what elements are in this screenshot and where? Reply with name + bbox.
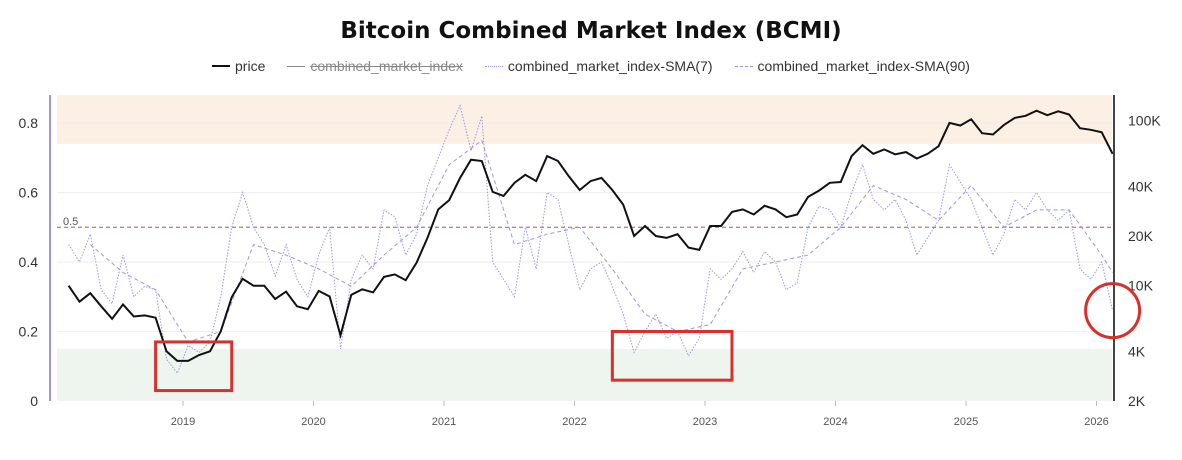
legend-label: combined_market_index-SMA(7) [507, 58, 713, 74]
y-right-tick-label: 10K [1128, 278, 1154, 294]
legend-item-combined-market-index[interactable]: combined_market_index [287, 58, 463, 74]
y-right-tick-label: 100K [1128, 113, 1161, 129]
x-tick-label: 2020 [301, 416, 325, 428]
series-line-price [67, 109, 1114, 362]
x-tick-label: 2019 [171, 416, 195, 428]
zone-band-1 [57, 348, 1112, 401]
annotation-rectangle [610, 330, 734, 382]
y-left-tick-label: 0.6 [19, 185, 39, 201]
legend-item-price[interactable]: price [212, 58, 265, 74]
legend-item-sma7[interactable]: combined_market_index-SMA(7) [484, 58, 713, 74]
chart-title: Bitcoin Combined Market Index (BCMI) [340, 18, 842, 44]
legend-label: price [235, 58, 266, 74]
y-left-tick-label: 0.4 [19, 254, 39, 270]
annotation-rectangle [154, 340, 234, 393]
y-left-tick-label: 0.2 [19, 324, 39, 340]
x-tick-label: 2025 [954, 416, 978, 428]
legend-swatch-index [287, 65, 306, 67]
series-line-sma7 [68, 104, 1114, 375]
y-left-tick-label: 0 [30, 393, 38, 409]
x-tick-label: 2021 [432, 416, 456, 428]
x-tick-label: 2023 [693, 416, 717, 428]
x-tick-label: 2026 [1084, 416, 1108, 428]
y-left-tick-label: 0.8 [19, 115, 39, 131]
annotation-circle [1084, 282, 1142, 340]
y-right-tick-label: 40K [1128, 178, 1154, 194]
legend-label: combined_market_index-SMA(90) [757, 58, 970, 74]
x-tick-label: 2024 [823, 416, 847, 428]
legend-swatch-sma90 [734, 65, 753, 67]
legend: price combined_market_index combined_mar… [0, 58, 1182, 74]
legend-item-sma90[interactable]: combined_market_index-SMA(90) [734, 58, 970, 74]
reference-line-label: 0.5 [63, 216, 78, 228]
legend-swatch-price [212, 65, 231, 67]
x-tick-label: 2022 [562, 416, 586, 428]
legend-label: combined_market_index [310, 58, 463, 74]
zone-band-0 [57, 95, 1112, 144]
legend-swatch-sma7 [484, 65, 503, 67]
series-line-sma90 [89, 139, 1114, 343]
y-right-tick-label: 4K [1128, 343, 1146, 359]
y-right-tick-label: 2K [1128, 393, 1146, 409]
y-right-tick-label: 20K [1128, 228, 1154, 244]
